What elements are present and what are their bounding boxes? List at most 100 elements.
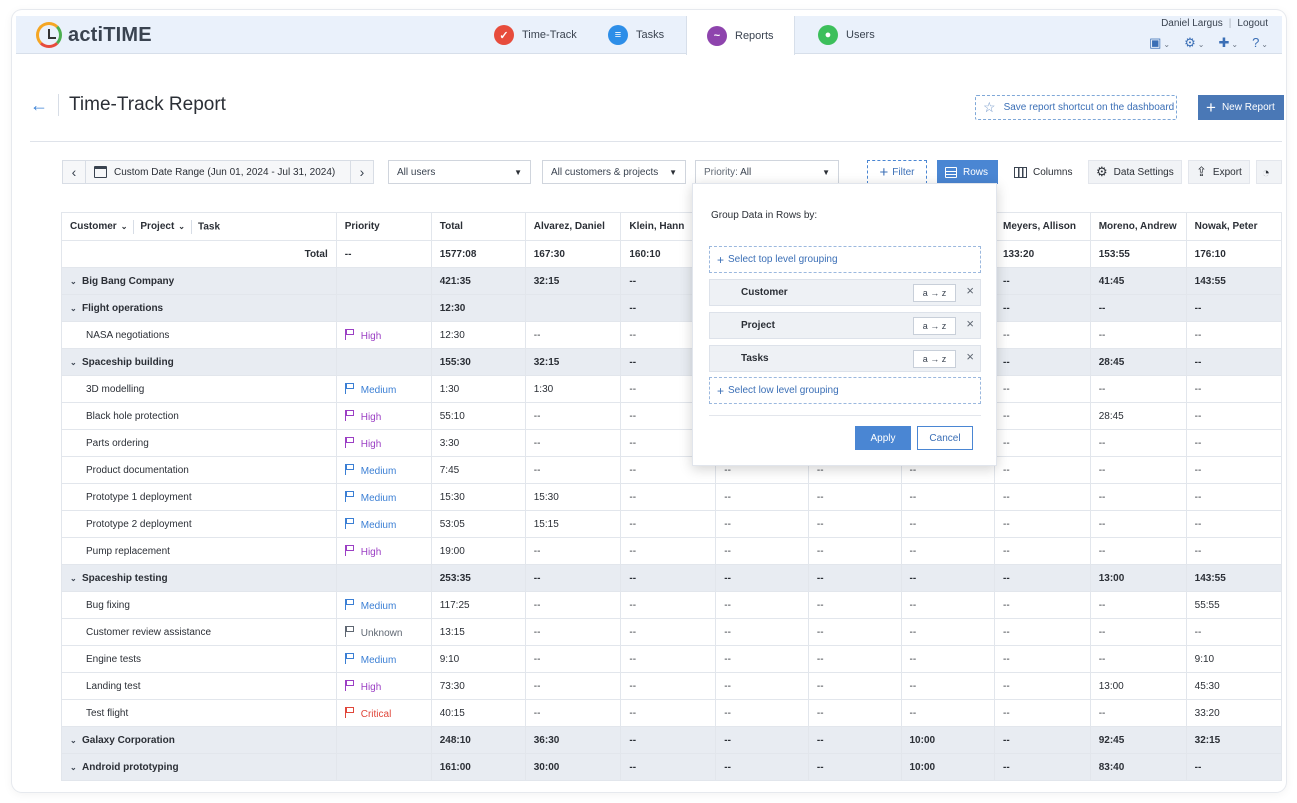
table-cell: --: [620, 726, 717, 754]
chevron-down-icon[interactable]: ⌄: [70, 303, 77, 313]
task-column-header[interactable]: Task: [198, 221, 221, 233]
app-window: actiTIME ✓ Time-Track ≡ Tasks ~ Reports …: [12, 10, 1286, 792]
tab-users[interactable]: ● Users: [798, 16, 895, 54]
users-select-value: All users: [397, 166, 436, 178]
chevron-down-icon[interactable]: ⌄: [70, 573, 77, 583]
group-name-cell[interactable]: ⌄ Flight operations: [61, 294, 337, 322]
person-column-header[interactable]: Nowak, Peter: [1186, 212, 1282, 241]
table-cell: --: [994, 456, 1091, 484]
cancel-button[interactable]: Cancel: [917, 426, 973, 450]
chevron-down-icon[interactable]: ⌄: [70, 762, 77, 772]
calendar-menu-icon[interactable]: ▣ ⌄: [1149, 35, 1171, 50]
priority-flag-icon: [344, 463, 355, 475]
save-shortcut-label: Save report shortcut on the dashboard: [1003, 102, 1175, 113]
table-cell: --: [901, 510, 995, 538]
table-cell: --: [620, 672, 717, 700]
project-column-header[interactable]: Project ⌄: [140, 221, 185, 232]
table-cell: --: [620, 564, 717, 592]
chevron-down-icon[interactable]: ⌄: [70, 357, 77, 367]
table-cell: --: [808, 537, 902, 565]
logo-text: actiTIME: [68, 23, 152, 46]
customer-column-header[interactable]: Customer ⌄: [70, 221, 127, 232]
sort-order-button[interactable]: a → z: [913, 317, 956, 335]
total-column-header[interactable]: Total: [431, 212, 526, 241]
table-cell: 421:35: [431, 267, 526, 295]
logout-link[interactable]: Logout: [1237, 18, 1268, 29]
data-settings-button[interactable]: ⚙ Data Settings: [1088, 160, 1182, 184]
users-icon: ●: [818, 25, 838, 45]
table-cell: --: [715, 753, 809, 781]
group-name: Galaxy Corporation: [82, 734, 175, 746]
customers-projects-select[interactable]: All customers & projects ▼: [542, 160, 686, 184]
settings-gear-icon[interactable]: ⚙ ⌄: [1184, 35, 1205, 50]
previous-period-button[interactable]: ‹: [62, 160, 86, 184]
person-column-header[interactable]: Alvarez, Daniel: [525, 212, 622, 241]
group-name-cell[interactable]: ⌄ Galaxy Corporation: [61, 726, 337, 754]
priority-select[interactable]: Priority: All ▼: [695, 160, 839, 184]
group-name-cell[interactable]: ⌄ Spaceship testing: [61, 564, 337, 592]
table-cell: --: [1186, 429, 1282, 457]
table-cell: --: [1186, 753, 1282, 781]
table-cell: 10:00: [901, 753, 995, 781]
table-cell: [525, 294, 622, 322]
table-cell: --: [1090, 699, 1187, 727]
new-report-button[interactable]: + New Report: [1198, 95, 1284, 120]
addons-puzzle-icon[interactable]: ✚ ⌄: [1218, 35, 1239, 50]
table-cell: --: [525, 699, 622, 727]
grouping-row-customer[interactable]: Customer a → z ×: [709, 279, 981, 306]
close-icon[interactable]: ×: [966, 283, 974, 298]
person-column-header[interactable]: Moreno, Andrew: [1090, 212, 1187, 241]
sort-order-button[interactable]: a → z: [913, 350, 956, 368]
actitime-logo[interactable]: actiTIME: [36, 20, 152, 50]
save-shortcut-button[interactable]: ☆ Save report shortcut on the dashboard: [975, 95, 1177, 120]
grouping-label: Customer: [741, 287, 788, 298]
task-name-cell: 3D modelling: [61, 375, 337, 403]
rows-button[interactable]: Rows: [937, 160, 998, 184]
users-select[interactable]: All users ▼: [388, 160, 531, 184]
table-cell: --: [994, 645, 1091, 673]
priority-label: Medium: [360, 492, 397, 504]
close-icon[interactable]: ×: [966, 349, 974, 364]
next-period-button[interactable]: ›: [350, 160, 374, 184]
person-column-header[interactable]: Meyers, Allison: [994, 212, 1091, 241]
sort-order-button[interactable]: a → z: [913, 284, 956, 302]
table-cell: 73:30: [431, 672, 526, 700]
customers-select-value: All customers & projects: [551, 166, 659, 178]
group-name-cell[interactable]: ⌄ Android prototyping: [61, 753, 337, 781]
export-button[interactable]: ⇪ Export: [1188, 160, 1250, 184]
filter-button[interactable]: + Filter: [867, 160, 927, 184]
divider: [58, 94, 59, 116]
tab-time-track[interactable]: ✓ Time-Track: [474, 16, 597, 54]
apply-button[interactable]: Apply: [855, 426, 911, 450]
columns-button[interactable]: Columns: [1007, 160, 1079, 184]
tab-tasks[interactable]: ≡ Tasks: [588, 16, 684, 54]
date-range-picker[interactable]: Custom Date Range (Jun 01, 2024 - Jul 31…: [86, 160, 350, 184]
select-low-level-grouping[interactable]: + Select low level grouping: [709, 377, 981, 404]
priority-column-header[interactable]: Priority: [336, 212, 432, 241]
select-top-level-grouping[interactable]: + Select top level grouping: [709, 246, 981, 273]
tab-reports[interactable]: ~ Reports: [686, 16, 795, 55]
chart-view-button[interactable]: ◔: [1256, 160, 1282, 184]
chevron-down-icon[interactable]: ⌄: [70, 276, 77, 286]
grouping-row-tasks[interactable]: Tasks a → z ×: [709, 345, 981, 372]
priority-label: High: [360, 411, 382, 423]
task-name-cell: Parts ordering: [61, 429, 337, 457]
group-name-cell[interactable]: ⌄ Big Bang Company: [61, 267, 337, 295]
table-cell: --: [715, 618, 809, 646]
divider: [709, 415, 981, 416]
table-cell: 28:45: [1090, 348, 1187, 376]
table-cell: --: [1186, 375, 1282, 403]
task-name-cell: Product documentation: [61, 456, 337, 484]
grouping-row-project[interactable]: Project a → z ×: [709, 312, 981, 339]
user-name[interactable]: Daniel Largus: [1161, 18, 1223, 29]
chevron-down-icon[interactable]: ⌄: [70, 735, 77, 745]
close-icon[interactable]: ×: [966, 316, 974, 331]
back-arrow-icon[interactable]: ←: [30, 94, 48, 115]
table-cell: --: [620, 510, 717, 538]
task-row: Prototype 2 deployment Medium 53:05 15:15 --…: [61, 510, 1282, 538]
group-name-cell[interactable]: ⌄ Spaceship building: [61, 348, 337, 376]
table-cell: --: [525, 321, 622, 349]
help-icon[interactable]: ? ⌄: [1252, 35, 1268, 50]
report-table-body: Total -- 1577:08 167:30 160:10 133:20 15…: [61, 240, 1282, 781]
group-row: ⌄ Flight operations 12:30 -- -- -- --: [61, 294, 1282, 322]
